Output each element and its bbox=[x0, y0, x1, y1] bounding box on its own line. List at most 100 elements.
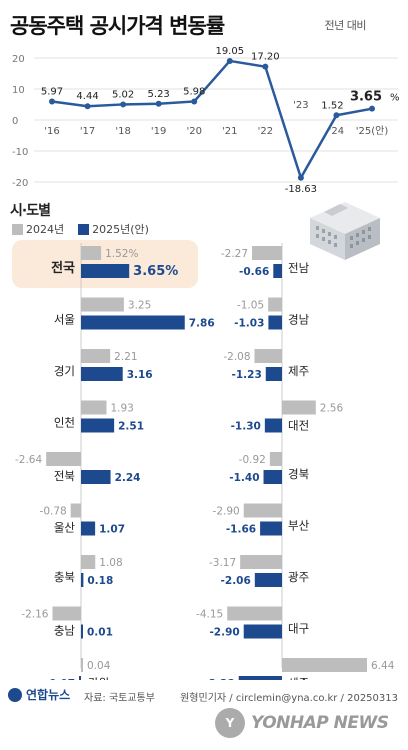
data-point bbox=[226, 57, 233, 64]
y-tick-label: 0 bbox=[12, 116, 18, 127]
source-text: 자료: 국토교통부 bbox=[84, 693, 155, 704]
bar-2025 bbox=[263, 470, 282, 484]
region-label: 서울 bbox=[54, 313, 75, 327]
data-point bbox=[191, 98, 198, 105]
bar-2024 bbox=[81, 349, 111, 363]
bar-2024 bbox=[70, 503, 81, 518]
value-label-2024: -2.16 bbox=[21, 609, 48, 621]
bar-2024 bbox=[282, 400, 316, 415]
x-tick-label: '23 bbox=[293, 100, 308, 111]
region-label: 세종 bbox=[288, 676, 309, 680]
value-label-2025: 1.07 bbox=[99, 524, 125, 536]
value-label-2025: -1.30 bbox=[231, 421, 261, 433]
data-point bbox=[155, 100, 162, 107]
bar-2024 bbox=[81, 246, 102, 260]
bar-2025 bbox=[243, 624, 282, 639]
chart-subtitle: 전년 대비 bbox=[324, 19, 367, 32]
value-label-2024: -2.08 bbox=[223, 351, 250, 363]
region-label: 제주 bbox=[288, 364, 309, 378]
data-label: 4.44 bbox=[76, 91, 98, 102]
value-label-2024: 1.52% bbox=[105, 248, 138, 260]
region-label: 대구 bbox=[288, 622, 309, 636]
region-label: 인천 bbox=[54, 416, 75, 430]
apartment-building-icon bbox=[310, 202, 380, 260]
data-label: -18.63 bbox=[285, 184, 317, 195]
value-label-2025: -1.03 bbox=[234, 318, 264, 330]
logo-icon bbox=[8, 687, 22, 702]
value-label-2025: 2.24 bbox=[115, 472, 141, 484]
bar-2024 bbox=[227, 606, 282, 621]
value-label-2024: 6.44 bbox=[371, 660, 395, 672]
region-label: 강원 bbox=[88, 676, 109, 680]
bar-2025 bbox=[264, 418, 282, 433]
y-tick-label: -10 bbox=[12, 147, 28, 158]
region-label: 부산 bbox=[288, 519, 310, 533]
region-label: 전국 bbox=[51, 260, 75, 276]
data-label: 5.02 bbox=[112, 89, 134, 100]
series-line bbox=[51, 59, 373, 181]
legend-swatch-2024 bbox=[12, 223, 23, 235]
regional-bar-chart: 1.52% 3.65% 전국 3.25 7.86 서울 2.21 3.16 경기 1.93 2.51… bbox=[12, 240, 395, 680]
bar-2025 bbox=[81, 624, 83, 639]
bar-2025 bbox=[81, 367, 123, 381]
value-label-2025: -2.90 bbox=[209, 627, 239, 639]
region-label: 울산 bbox=[54, 521, 76, 535]
data-label: 1.52 bbox=[321, 100, 343, 111]
yonhap-logo: 연합뉴스 bbox=[8, 686, 70, 703]
region-label: 경북 bbox=[288, 467, 309, 481]
value-label-2024: -2.90 bbox=[213, 506, 240, 518]
value-label-2024: 1.93 bbox=[110, 403, 133, 415]
bar-2024 bbox=[81, 555, 96, 569]
x-tick-label: '25(안) bbox=[356, 125, 389, 137]
bar-2024 bbox=[81, 297, 124, 312]
data-point bbox=[262, 63, 269, 70]
legend-item-2025: 2025년(안) bbox=[78, 221, 149, 237]
bar-2025 bbox=[260, 521, 282, 536]
value-label-2025: -0.66 bbox=[239, 266, 269, 278]
region-label: 경기 bbox=[54, 364, 75, 378]
value-label-2024: 3.25 bbox=[128, 300, 151, 312]
x-tick-label: '24 bbox=[329, 126, 344, 137]
value-label-2024: -2.64 bbox=[15, 454, 42, 466]
bar-2025 bbox=[254, 573, 282, 587]
x-tick-label: '20 bbox=[186, 126, 201, 137]
bar-2025 bbox=[79, 676, 81, 680]
bar-2025 bbox=[81, 521, 96, 536]
value-label-2025: -1.66 bbox=[226, 524, 256, 536]
bar-2025 bbox=[81, 418, 115, 433]
value-label-2024: -2.27 bbox=[221, 248, 248, 260]
bar-2024 bbox=[243, 503, 282, 518]
value-label-2024: -0.92 bbox=[239, 454, 266, 466]
region-label: 전남 bbox=[288, 261, 310, 275]
region-label: 충북 bbox=[54, 570, 75, 584]
value-label-2024: -3.17 bbox=[209, 557, 236, 569]
value-label-2025: 3.16 bbox=[127, 369, 153, 381]
bar-2024 bbox=[81, 400, 107, 415]
legend-swatch-2025 bbox=[78, 223, 90, 235]
bar-2025 bbox=[81, 573, 84, 587]
x-tick-label: '19 bbox=[151, 126, 166, 137]
line-chart: 20 10 0 -10 -20 5.97 '16 4.44 '17 5.02 '18 5.23 '19 5… bbox=[12, 46, 400, 195]
bar-2024 bbox=[52, 606, 81, 621]
value-label-2025: 0.18 bbox=[87, 575, 113, 587]
watermark-icon: Y bbox=[215, 708, 245, 738]
x-tick-label: '21 bbox=[222, 126, 237, 137]
bar-2024 bbox=[81, 658, 83, 672]
x-tick-label: '22 bbox=[258, 126, 273, 137]
value-label-2024: 2.21 bbox=[114, 351, 137, 363]
region-label: 경남 bbox=[288, 313, 310, 327]
bar-2024 bbox=[46, 452, 81, 466]
data-label: 17.20 bbox=[251, 52, 280, 63]
data-label-unit: % bbox=[390, 93, 400, 104]
value-label-2024: 0.04 bbox=[87, 660, 111, 672]
section-title: 시·도별 bbox=[10, 203, 51, 219]
y-tick-label: 10 bbox=[12, 85, 25, 96]
bar-2024 bbox=[254, 349, 282, 363]
value-label-2025: 2.51 bbox=[118, 421, 144, 433]
value-label-2025: -3.28 bbox=[204, 678, 234, 680]
data-point bbox=[120, 101, 127, 108]
bar-2025 bbox=[81, 315, 185, 330]
value-label-2025: 0.01 bbox=[87, 627, 113, 639]
value-label-2024: 1.08 bbox=[99, 557, 122, 569]
bar-2024 bbox=[282, 658, 368, 672]
